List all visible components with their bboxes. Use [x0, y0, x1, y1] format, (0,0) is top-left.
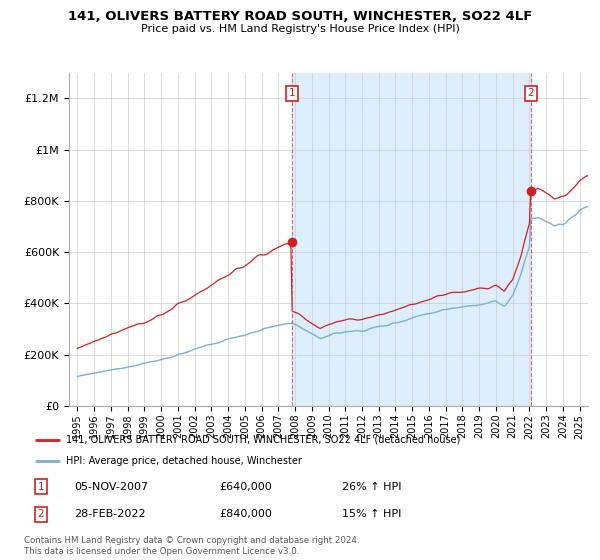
Text: Price paid vs. HM Land Registry's House Price Index (HPI): Price paid vs. HM Land Registry's House … [140, 24, 460, 34]
Text: 05-NOV-2007: 05-NOV-2007 [74, 482, 148, 492]
Text: 2: 2 [37, 510, 44, 520]
Text: 15% ↑ HPI: 15% ↑ HPI [342, 510, 401, 520]
Text: 141, OLIVERS BATTERY ROAD SOUTH, WINCHESTER, SO22 4LF (detached house): 141, OLIVERS BATTERY ROAD SOUTH, WINCHES… [66, 435, 460, 445]
Text: 1: 1 [289, 88, 296, 99]
Text: Contains HM Land Registry data © Crown copyright and database right 2024.
This d: Contains HM Land Registry data © Crown c… [24, 536, 359, 556]
Text: 1: 1 [37, 482, 44, 492]
Text: HPI: Average price, detached house, Winchester: HPI: Average price, detached house, Winc… [66, 456, 302, 466]
Text: £840,000: £840,000 [220, 510, 272, 520]
Text: 28-FEB-2022: 28-FEB-2022 [74, 510, 146, 520]
Text: 26% ↑ HPI: 26% ↑ HPI [342, 482, 401, 492]
Bar [292, 73, 531, 406]
Text: 2: 2 [527, 88, 534, 99]
Text: 141, OLIVERS BATTERY ROAD SOUTH, WINCHESTER, SO22 4LF: 141, OLIVERS BATTERY ROAD SOUTH, WINCHES… [68, 10, 532, 23]
Text: £640,000: £640,000 [220, 482, 272, 492]
